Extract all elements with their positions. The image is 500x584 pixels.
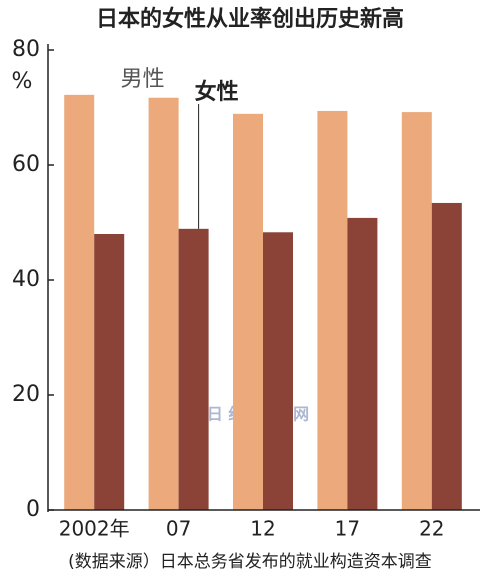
legend-label: 男性 [121,67,165,92]
bar [263,232,293,510]
y-tick-label: 60 [12,152,40,177]
bar [94,234,125,510]
bar [233,113,263,510]
bar [148,97,179,510]
unit-label: % [12,69,33,94]
y-tick-label: 20 [12,382,40,407]
bar [431,202,462,510]
bar [317,110,348,510]
bar [347,217,378,510]
y-tick-label: 40 [12,267,40,292]
x-tick-label: 17 [335,517,360,541]
chart-title: 日本的女性从业率创出历史新高 [96,6,404,32]
y-tick-label: 80 [12,37,40,62]
x-tick-label: 07 [166,517,191,541]
bar [401,112,432,510]
x-tick-label: 2002年 [59,517,130,541]
x-tick-label: 22 [419,517,444,541]
legend-label: 女性 [195,79,239,105]
y-tick-label: 0 [26,497,40,522]
x-tick-label: 12 [250,517,275,541]
bar [178,228,209,510]
source-note: (数据来源）日本总务省发布的就业构造资本调查 [68,552,432,572]
bar [64,94,95,510]
